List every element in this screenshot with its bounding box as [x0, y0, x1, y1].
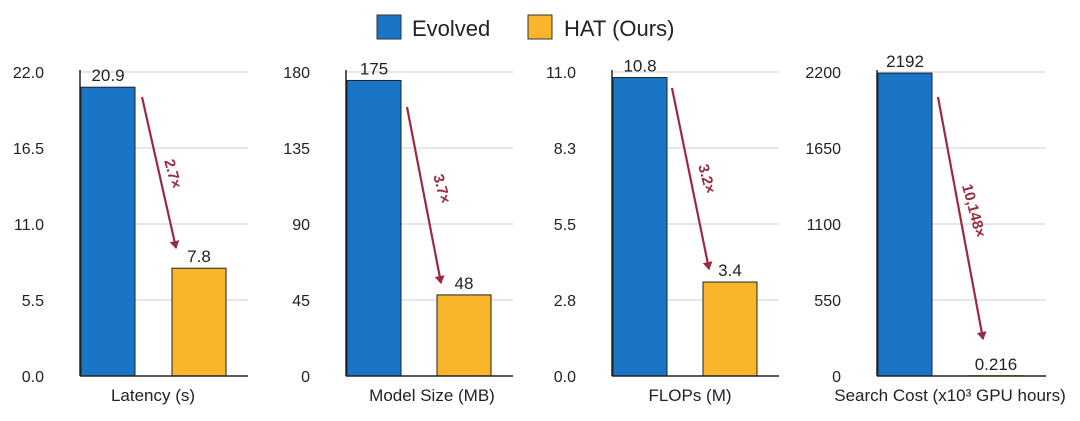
- y-tick-label: 0: [832, 369, 841, 386]
- y-tick-label: 45: [292, 293, 310, 310]
- value-label: 20.9: [91, 66, 124, 85]
- reduction-arrow: [670, 87, 713, 270]
- value-label: 3.4: [718, 261, 742, 280]
- bar-hat: [702, 281, 758, 377]
- value-label: 0.216: [975, 355, 1018, 374]
- value-label: 2192: [886, 52, 924, 71]
- y-tick-label: 1100: [807, 217, 842, 234]
- x-axis-label: Latency (s): [111, 386, 195, 405]
- y-tick-label: 8.3: [554, 141, 576, 158]
- reduction-arrow: [405, 106, 445, 284]
- y-tick-label: 2.8: [554, 293, 576, 310]
- y-tick-label: 180: [283, 65, 310, 82]
- x-axis-label: Model Size (MB): [369, 386, 495, 405]
- legend-swatch-hat: [527, 14, 553, 40]
- reduction-arrow: [140, 96, 180, 249]
- y-tick-label: 0.0: [554, 369, 576, 386]
- value-label: 10.8: [623, 57, 656, 76]
- y-tick-label: 5.5: [22, 293, 44, 310]
- x-axis-label: FLOPs (M): [648, 386, 731, 405]
- bar-evolved: [80, 86, 136, 377]
- y-tick-label: 11.0: [546, 65, 576, 82]
- y-tick-label: 90: [292, 217, 310, 234]
- chart-panel-4: 0 550 1100 1650 2200 2192 0.216 Search Cost (x1…: [805, 52, 1065, 405]
- legend-label-evolved: Evolved: [412, 16, 490, 41]
- y-tick-label: 5.5: [554, 217, 576, 234]
- reduction-annotation: 2.7×: [160, 157, 184, 190]
- bar-hat: [436, 294, 492, 377]
- reduction-annotation: 3.2×: [694, 162, 718, 195]
- y-tick-label: 11.0: [14, 217, 44, 234]
- y-tick-label: 135: [283, 141, 310, 158]
- bar-hat: [171, 267, 227, 377]
- y-tick-label: 0.0: [22, 369, 44, 386]
- bar-evolved: [877, 72, 933, 377]
- y-tick-label: 550: [814, 293, 841, 310]
- bar-evolved: [612, 77, 668, 377]
- legend-label-hat: HAT (Ours): [564, 16, 674, 41]
- bar-evolved: [346, 79, 402, 377]
- y-tick-label: 1650: [805, 141, 841, 158]
- reduction-annotation: 3.7×: [429, 172, 453, 205]
- chart-panel-2: 0 45 90 135 180 175 48 Model Size (MB) 3.7×: [283, 59, 513, 405]
- legend: Evolved HAT (Ours): [376, 14, 674, 41]
- value-label: 48: [455, 274, 474, 293]
- chart-panel-1: 0.0 5.5 11.0 16.5 22.0 20.9 7.8 Latency (s) 2.7×: [13, 65, 248, 405]
- y-tick-label: 16.5: [13, 141, 44, 158]
- chart-panel-3: 0.0 2.8 5.5 8.3 11.0 10.8 3.4 FLOPs (M) 3.2×: [546, 57, 779, 405]
- y-tick-label: 2200: [805, 65, 841, 82]
- legend-swatch-evolved: [376, 14, 402, 40]
- x-axis-label: Search Cost (x10³ GPU hours): [834, 386, 1065, 405]
- y-tick-label: 22.0: [13, 65, 44, 82]
- value-label: 7.8: [187, 247, 211, 266]
- y-tick-label: 0: [301, 369, 310, 386]
- value-label: 175: [360, 59, 388, 78]
- reduction-arrow: [936, 96, 987, 340]
